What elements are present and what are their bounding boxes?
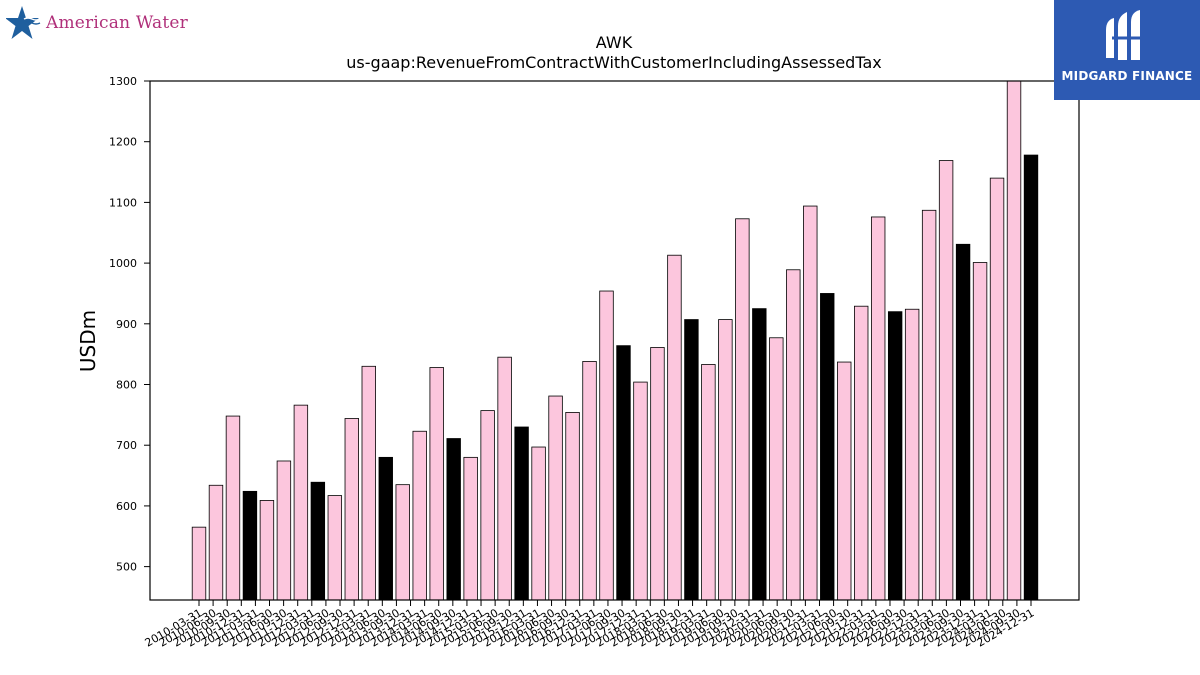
y-tick-label: 1000: [109, 257, 137, 270]
y-tick-label: 900: [116, 318, 137, 331]
bar-2020-09-30: [904, 308, 920, 601]
y-tick-label: 1200: [109, 136, 137, 149]
bar-2020-12-31: [921, 209, 937, 601]
bar-2018-06-30: [752, 308, 767, 601]
plot-frame: [149, 80, 1080, 601]
bar-2021-09-30: [972, 262, 988, 601]
bar-2018-12-31: [786, 269, 801, 601]
bar-2013-12-31: [446, 438, 461, 601]
american-water-logo: American Water: [6, 5, 188, 41]
bar-2022-03-31: [1006, 80, 1022, 601]
bar-2020-06-30: [887, 311, 903, 601]
bar-2017-06-30: [684, 319, 699, 601]
star-wave-icon: [6, 6, 41, 39]
bar-2015-12-31: [582, 361, 597, 601]
chart-title: AWK: [596, 33, 633, 52]
bar-2010-12-31: [242, 490, 258, 601]
y-tick-label: 700: [116, 439, 137, 452]
bar-2012-12-31: [378, 456, 393, 601]
bar-2014-03-31: [463, 456, 478, 601]
bar-2022-06-30: [1023, 154, 1039, 601]
x-axis-ticks: 2010-03-312010-06-302010-09-302010-12-31…: [143, 600, 1037, 650]
bar-2019-12-31: [854, 305, 869, 601]
y-axis-label: USDm: [76, 310, 100, 372]
bar-2018-03-31: [735, 218, 750, 601]
bar-2019-09-30: [837, 361, 852, 601]
bar-2018-09-30: [769, 337, 784, 601]
bar-2020-03-31: [870, 216, 886, 601]
bar-2011-06-30: [276, 460, 292, 601]
bar-2017-12-31: [718, 319, 733, 601]
midgard-finance-logo-text: MIDGARD FINANCE: [1061, 69, 1193, 83]
bars-layer: [191, 80, 1039, 601]
bar-2013-09-30: [429, 367, 444, 601]
bar-2017-09-30: [701, 364, 716, 601]
y-tick-label: 600: [116, 500, 137, 513]
midgard-finance-logo: MIDGARD FINANCE: [1054, 0, 1200, 100]
bar-2014-12-31: [514, 426, 529, 601]
y-tick-label: 1100: [109, 196, 137, 209]
bar-2017-03-31: [667, 254, 682, 601]
bar-2016-06-30: [616, 345, 631, 601]
bar-2011-12-31: [310, 481, 326, 601]
bar-2016-09-30: [633, 381, 648, 601]
bar-2012-03-31: [327, 495, 343, 601]
bar-2012-09-30: [361, 365, 376, 601]
bar-2021-12-31: [989, 177, 1005, 601]
bar-2016-12-31: [650, 347, 665, 601]
chart-subtitle: us-gaap:RevenueFromContractWithCustomerI…: [346, 53, 881, 72]
bar-2019-06-30: [820, 293, 835, 601]
bar-2015-06-30: [548, 395, 563, 601]
y-tick-label: 1300: [109, 75, 137, 88]
bar-2019-03-31: [803, 205, 818, 601]
bar-2014-09-30: [497, 356, 512, 601]
bar-2015-03-31: [531, 446, 546, 601]
bar-2011-09-30: [293, 404, 309, 601]
bar-2021-03-31: [938, 160, 954, 601]
bar-2010-09-30: [225, 415, 241, 601]
bar-2021-06-30: [955, 243, 971, 601]
midgard-m-icon: [1106, 10, 1142, 60]
bar-2011-03-31: [259, 500, 275, 601]
american-water-logo-text: American Water: [46, 13, 188, 33]
y-axis-ticks: 500 600 700 800 900 1000 1100 1200 1300: [109, 75, 150, 574]
y-tick-label: 800: [116, 379, 137, 392]
bar-2012-06-30: [344, 418, 359, 601]
bar-2016-03-31: [599, 290, 614, 601]
bar-2015-09-30: [565, 412, 580, 601]
bar-2013-03-31: [395, 484, 410, 601]
y-tick-label: 500: [116, 561, 137, 574]
bar-2013-06-30: [412, 430, 427, 601]
bar-2014-06-30: [480, 410, 495, 601]
bar-2010-03-31: [191, 526, 207, 601]
bar-2010-06-30: [208, 484, 224, 601]
